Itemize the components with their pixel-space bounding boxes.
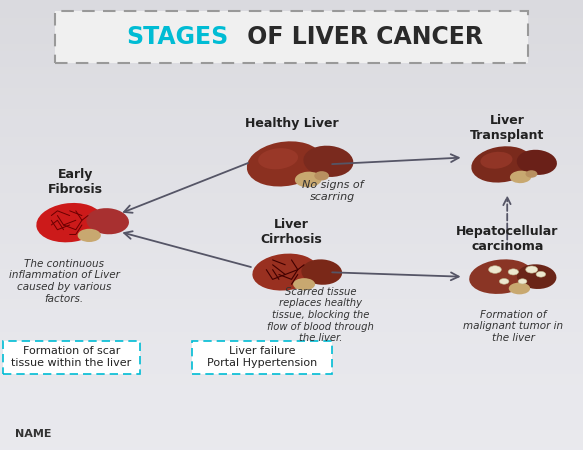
Ellipse shape: [247, 141, 323, 186]
Text: Liver failure
Portal Hypertension: Liver failure Portal Hypertension: [207, 346, 318, 368]
Text: Early
Fibrosis: Early Fibrosis: [48, 168, 103, 196]
Text: Liver
Transplant: Liver Transplant: [470, 114, 545, 142]
Ellipse shape: [293, 278, 315, 290]
Text: Scarred tissue
replaces healthy
tissue, blocking the
flow of blood through
the l: Scarred tissue replaces healthy tissue, …: [267, 287, 374, 343]
Ellipse shape: [526, 266, 538, 273]
Text: NAME: NAME: [15, 429, 51, 439]
Ellipse shape: [510, 171, 532, 183]
Ellipse shape: [314, 171, 329, 180]
Text: Formation of
malignant tumor in
the liver: Formation of malignant tumor in the live…: [463, 310, 563, 343]
Text: Hepatocellular
carcinoma: Hepatocellular carcinoma: [456, 225, 559, 252]
Ellipse shape: [252, 254, 318, 291]
Ellipse shape: [509, 283, 530, 294]
Text: STAGES: STAGES: [127, 25, 229, 50]
Ellipse shape: [525, 170, 538, 178]
Ellipse shape: [36, 203, 103, 243]
Text: Formation of scar
tissue within the liver: Formation of scar tissue within the live…: [11, 346, 132, 368]
Ellipse shape: [303, 146, 353, 177]
Ellipse shape: [471, 146, 532, 183]
Text: OF LIVER CANCER: OF LIVER CANCER: [240, 25, 483, 50]
Ellipse shape: [517, 150, 557, 175]
Ellipse shape: [78, 229, 101, 242]
Ellipse shape: [469, 259, 533, 294]
Ellipse shape: [301, 259, 342, 285]
Ellipse shape: [489, 266, 501, 273]
Ellipse shape: [536, 271, 546, 277]
Ellipse shape: [500, 279, 509, 284]
Ellipse shape: [508, 269, 518, 275]
Ellipse shape: [518, 279, 527, 284]
Text: Liver
Cirrhosis: Liver Cirrhosis: [261, 218, 322, 246]
Ellipse shape: [480, 152, 512, 169]
Ellipse shape: [295, 171, 322, 187]
Ellipse shape: [258, 148, 298, 169]
Text: Healthy Liver: Healthy Liver: [245, 117, 338, 130]
Text: The continuous
inflammation of Liver
caused by various
factors.: The continuous inflammation of Liver cau…: [9, 259, 120, 304]
Text: No signs of
scarring: No signs of scarring: [301, 180, 363, 202]
Ellipse shape: [86, 208, 129, 234]
FancyBboxPatch shape: [192, 341, 332, 374]
Ellipse shape: [517, 264, 556, 289]
FancyBboxPatch shape: [3, 341, 140, 374]
FancyBboxPatch shape: [55, 11, 528, 63]
